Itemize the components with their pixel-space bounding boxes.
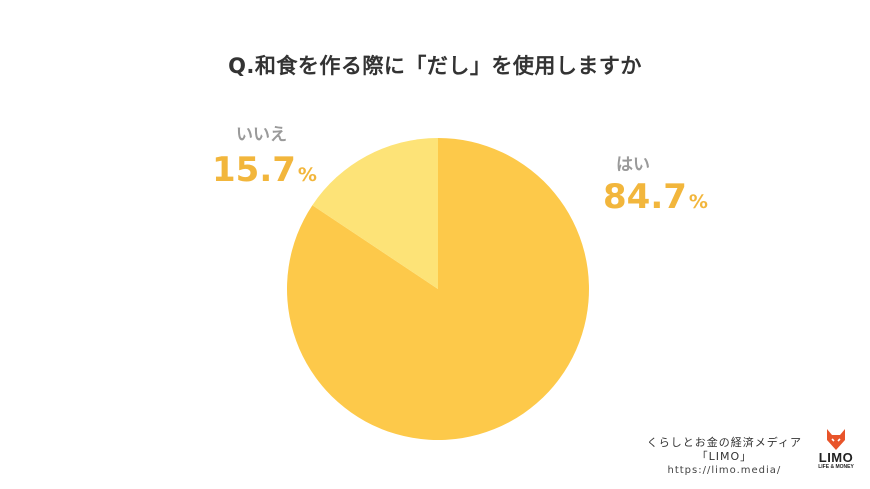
slice-value-yes: 84.7% xyxy=(603,177,708,217)
credit-brand: 「LIMO」 xyxy=(696,450,753,463)
slice-value-yes-unit: % xyxy=(688,191,708,213)
slice-value-no-unit: % xyxy=(297,164,317,186)
fox-icon xyxy=(827,429,845,450)
slice-value-no-number: 15.7 xyxy=(212,150,296,190)
chart-title: Q.和食を作る際に「だし」を使用しますか xyxy=(228,54,642,78)
pie-slice-yes xyxy=(286,138,589,441)
slice-label-yes: はい xyxy=(616,155,650,175)
slice-value-no: 15.7% xyxy=(212,150,317,190)
pie-slice-no xyxy=(312,138,438,289)
logo-word: LIMO xyxy=(818,450,854,465)
credit-url: https://limo.media/ xyxy=(667,465,782,476)
credit-tagline: くらしとお金の経済メディア xyxy=(646,436,802,449)
media-credit: くらしとお金の経済メディア 「LIMO」 https://limo.media/ xyxy=(647,436,802,478)
slice-label-no: いいえ xyxy=(236,125,287,145)
limo-logo: LIMO LIFE & MONEY xyxy=(811,426,861,476)
logo-tagline: LIFE & MONEY xyxy=(818,464,854,470)
slice-value-yes-number: 84.7 xyxy=(603,177,687,217)
